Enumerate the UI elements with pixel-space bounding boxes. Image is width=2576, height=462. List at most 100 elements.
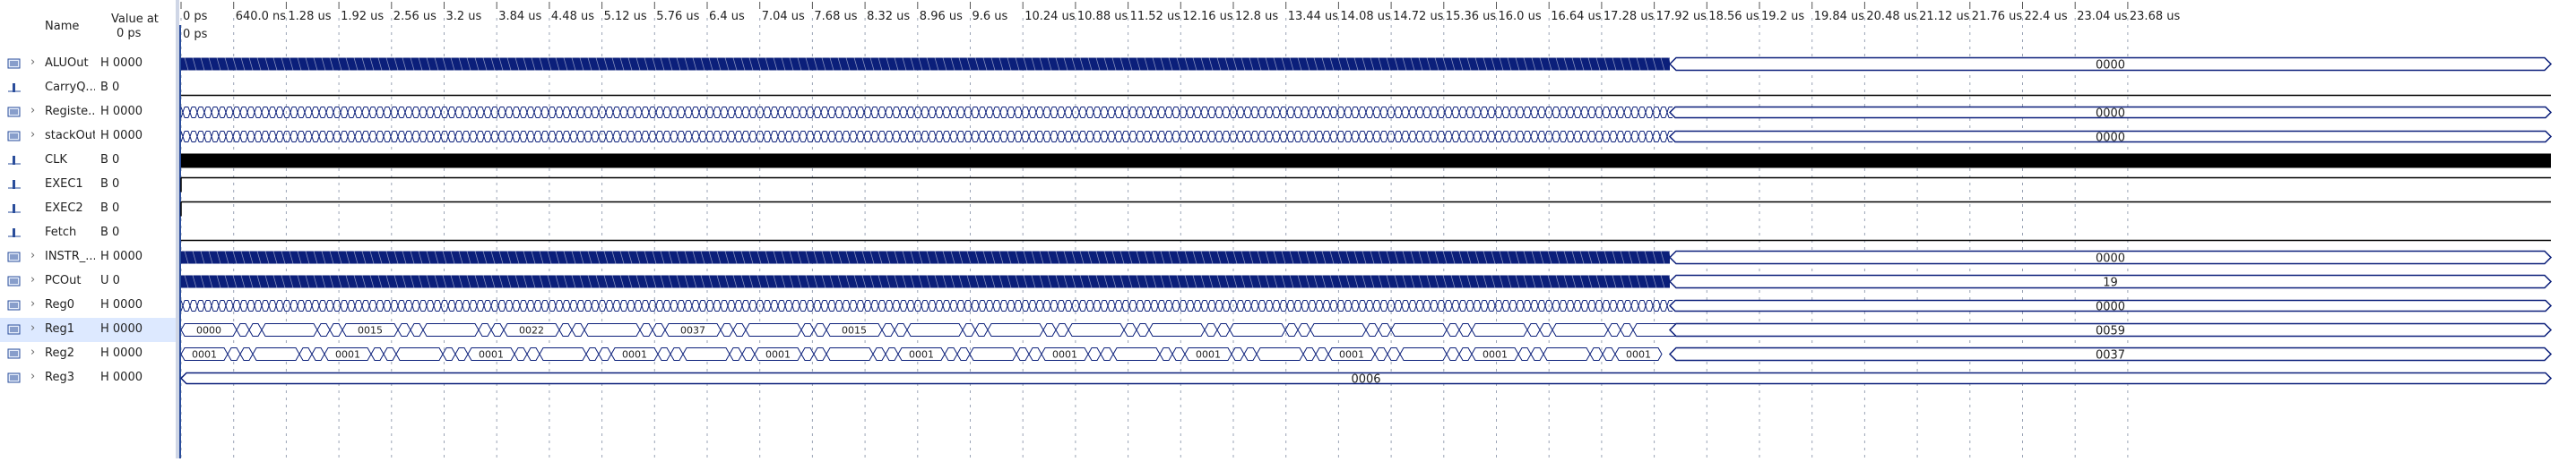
signal-row[interactable]: › ALUOut H 0000	[0, 52, 176, 76]
expand-chevron-icon[interactable]: ›	[30, 370, 36, 383]
bus-transition	[367, 131, 375, 142]
expand-chevron-icon[interactable]: ›	[30, 321, 36, 335]
time-tick-label: 3.84 us	[498, 10, 541, 23]
bus-segment	[1136, 323, 1150, 337]
signal-row[interactable]: CLK B 0	[0, 149, 176, 173]
bus-transition	[618, 131, 626, 142]
bus-segment	[1256, 347, 1304, 361]
bus-transition	[711, 131, 719, 142]
bus-transition	[1528, 107, 1536, 118]
bus-transition	[1499, 57, 1504, 71]
bus-transition	[1394, 251, 1399, 264]
expand-chevron-icon[interactable]: ›	[30, 104, 36, 117]
bus-segment	[1602, 347, 1616, 361]
bus-transition	[1413, 107, 1422, 118]
signal-row[interactable]: › PCOut U 0	[0, 270, 176, 294]
bus-transition	[1306, 107, 1314, 118]
bus-transition	[1148, 131, 1156, 142]
bus-transition	[532, 131, 540, 142]
bus-transition	[1335, 107, 1343, 118]
bus-transition	[1234, 300, 1242, 312]
bus-transition	[861, 300, 869, 312]
bus-transition	[1378, 251, 1383, 264]
bus-transition	[582, 107, 590, 118]
expand-chevron-icon[interactable]: ›	[30, 56, 36, 69]
bus-transition	[1402, 251, 1407, 264]
bus-transition	[1644, 275, 1649, 288]
signal-row[interactable]: › Reg0 H 0000	[0, 294, 176, 318]
clock-waveform	[181, 153, 2551, 168]
bus-transition	[1361, 275, 1367, 288]
bus-transition	[1015, 57, 1020, 71]
bus-transition	[1313, 107, 1321, 118]
signal-row[interactable]: EXEC1 B 0	[0, 173, 176, 197]
bus-transition	[1593, 107, 1601, 118]
bus-transition	[288, 131, 296, 142]
bus-transition	[660, 275, 665, 288]
bus-transition	[1593, 131, 1601, 142]
bus-segment	[1159, 347, 1173, 361]
bus-segment	[311, 347, 325, 361]
bus-transition	[854, 300, 862, 312]
bus-transition	[434, 251, 439, 264]
bus-transition	[724, 275, 730, 288]
bus-final-segment	[1668, 106, 2553, 119]
signal-row[interactable]: › Reg2 H 0000	[0, 342, 176, 366]
bus-transition	[1063, 275, 1068, 288]
bus-transition	[1227, 107, 1235, 118]
bus-transition	[273, 131, 281, 142]
bus-transition	[1091, 107, 1099, 118]
waveform-panel[interactable]: 0 ps 640.0 ns 1.28 us 1.92 us 2.56 us 3.2 us 3…	[179, 0, 2576, 458]
bus-transition	[453, 107, 461, 118]
expand-chevron-icon[interactable]: ›	[30, 297, 36, 311]
expand-chevron-icon[interactable]: ›	[30, 128, 36, 141]
bus-segment	[1589, 347, 1604, 361]
bus-segment-value: 0001	[1339, 349, 1364, 361]
bus-transition	[990, 251, 996, 264]
bus-transition	[1528, 131, 1536, 142]
expand-chevron-icon[interactable]: ›	[30, 346, 36, 359]
bus-transition	[627, 251, 633, 264]
bus-transition	[990, 107, 998, 118]
waveform-canvas[interactable]: 0 ps 640.0 ns 1.28 us 1.92 us 2.56 us 3.2 us 3…	[179, 0, 2576, 458]
signal-value: B 0	[100, 201, 120, 215]
signal-row[interactable]: › Reg1 H 0000	[0, 318, 176, 342]
bus-segment	[872, 347, 886, 361]
bus-transition	[200, 57, 205, 71]
bus-transition	[1664, 131, 1673, 142]
signal-row[interactable]: EXEC2 B 0	[0, 197, 176, 221]
bus-transition	[1270, 300, 1278, 312]
bus-transition	[596, 300, 604, 312]
bus-transition	[765, 57, 770, 71]
bus-transition	[781, 275, 786, 288]
time-tick-label: 12.8 us	[1235, 10, 1278, 23]
signal-row[interactable]: Fetch B 0	[0, 221, 176, 245]
bus-transition	[805, 251, 810, 264]
bus-transition	[833, 131, 841, 142]
signal-row[interactable]: › Reg3 H 0000	[0, 366, 176, 390]
expand-chevron-icon[interactable]: ›	[30, 273, 36, 287]
expand-chevron-icon[interactable]: ›	[30, 249, 36, 262]
bus-segment	[298, 347, 313, 361]
bus-transition	[756, 57, 762, 71]
signal-row[interactable]: › INSTR_... H 0000	[0, 245, 176, 270]
bus-transition	[1410, 251, 1415, 264]
bus-transition	[482, 251, 488, 264]
bus-transition	[563, 57, 568, 71]
bus-transition	[1012, 131, 1020, 142]
bus-transition	[567, 107, 575, 118]
bus-final-value: 0000	[2096, 252, 2125, 266]
signal-row[interactable]: › Registe... H 0000	[0, 100, 176, 124]
bus-transition	[976, 107, 984, 118]
bus-transition	[453, 300, 461, 312]
bus-segment	[826, 347, 874, 361]
signal-row[interactable]: CarryQ... B 0	[0, 76, 176, 100]
bus-segment	[1446, 347, 1460, 361]
bus-transition	[1636, 57, 1641, 71]
signal-row[interactable]: › stackOut H 0000	[0, 124, 176, 149]
panel-divider[interactable]	[176, 0, 179, 458]
bus-transition	[438, 300, 446, 312]
bus-segment	[1055, 323, 1069, 337]
bus-transition	[517, 300, 525, 312]
bus-transition	[192, 275, 197, 288]
